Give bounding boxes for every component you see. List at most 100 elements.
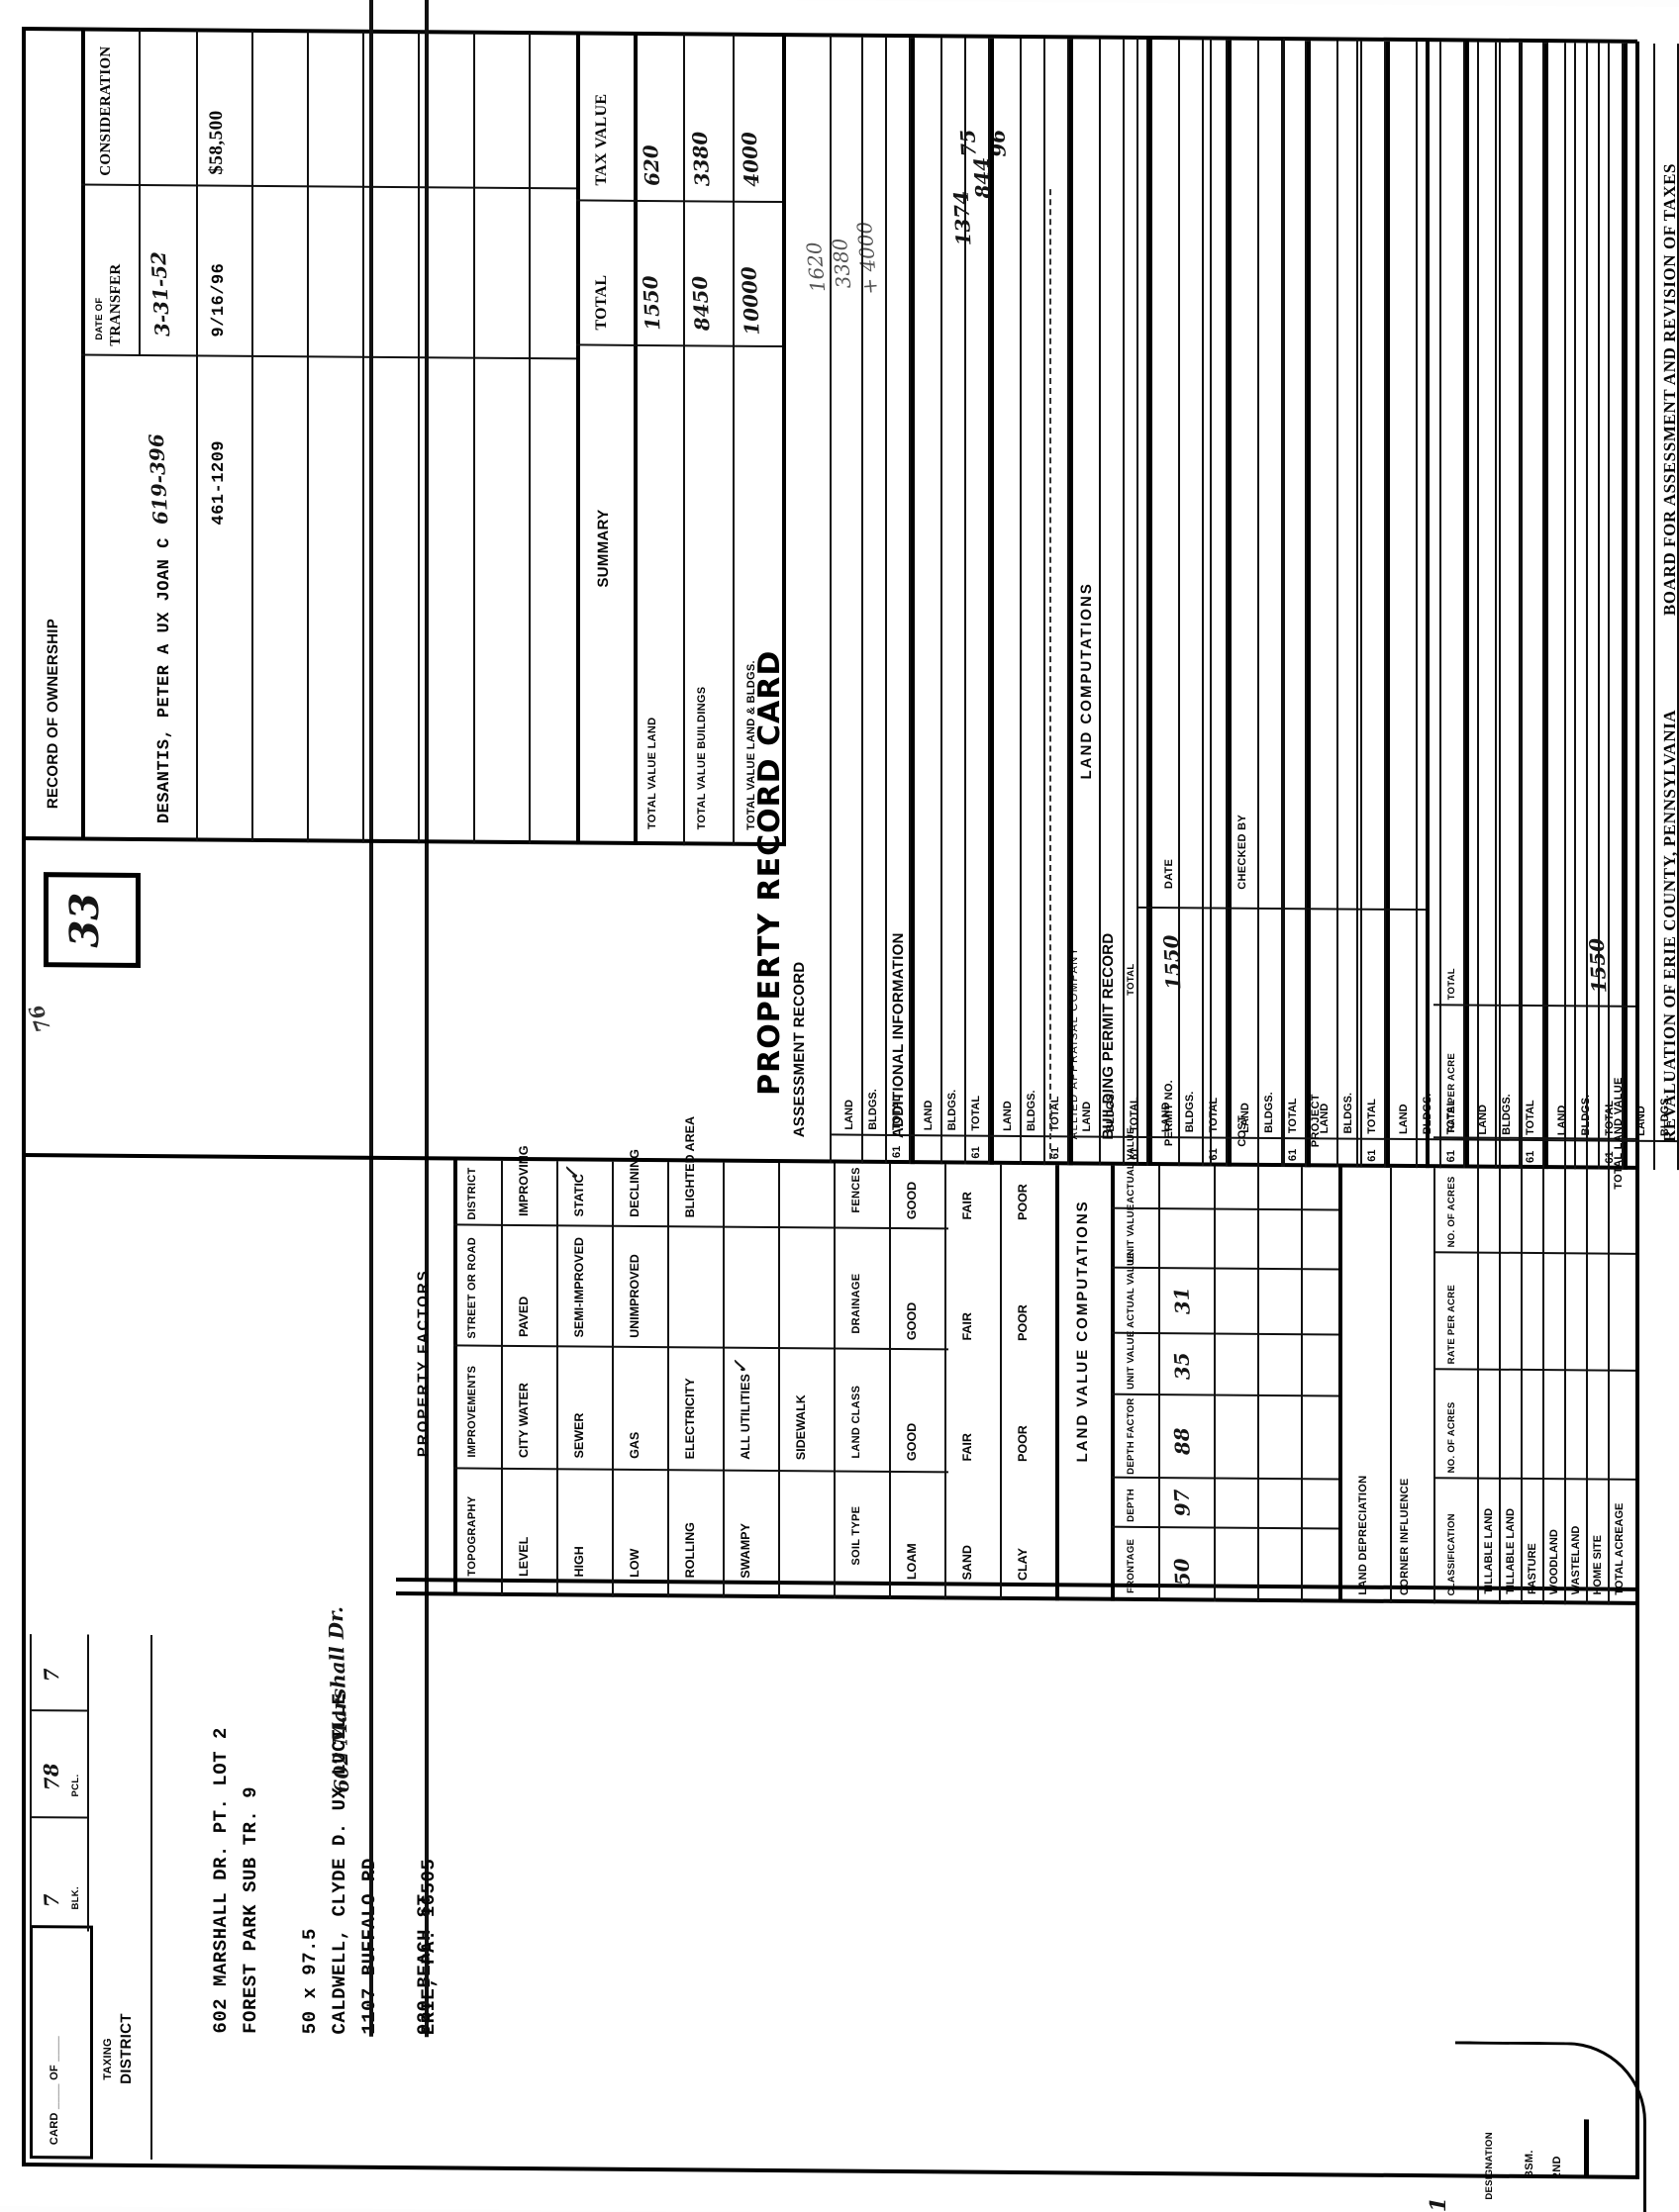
- summary-heading: SUMMARY: [595, 509, 612, 588]
- assessment-row-rule: [964, 37, 966, 1165]
- handwritten-new-address: 602 Marshall Dr.: [323, 1605, 354, 1793]
- pf-level: LEVEL: [517, 1536, 531, 1577]
- ownership-col-consid: [81, 182, 576, 189]
- blk-value: 78: [39, 1762, 64, 1791]
- assessment-row-label: LAND: [923, 1100, 935, 1130]
- lvc-r0-actual-value: 31: [1169, 1286, 1195, 1315]
- pf-improving: IMPROVING: [517, 1144, 531, 1216]
- hdr-blk-sep2: [30, 1708, 87, 1712]
- group-street-label: STREET OR ROAD: [466, 1236, 478, 1339]
- assessment-year-prefix: 61: [1287, 1148, 1299, 1161]
- corner-influence-rule: [1433, 1167, 1435, 1603]
- assessment-year-prefix: 61: [1366, 1148, 1378, 1162]
- pf-col-rule-3: [453, 1222, 948, 1229]
- lvc-vr-1: [1111, 1525, 1338, 1529]
- pf-item-rule-2: [612, 1161, 614, 1597]
- assessment-group-rule: [1148, 39, 1152, 1166]
- lc-col-rate-1: RATE PER ACRE: [1446, 1284, 1457, 1364]
- pf-fences-fair: FAIR: [960, 1191, 974, 1220]
- hdr-blk-sep1: [30, 1815, 87, 1819]
- card-title-banner: PROPERTY RECORD CARD: [752, 649, 787, 1096]
- ownership-row-rule-1: [196, 29, 198, 841]
- lvc-r0-depth: 97: [1169, 1488, 1195, 1517]
- assessment-record-heading: ASSESSMENT RECORD: [791, 960, 808, 1137]
- lvc-col-total: TOTAL: [1126, 962, 1136, 996]
- lvc-vr-6: [1111, 1206, 1338, 1210]
- assessment-group-rule: [1386, 41, 1390, 1168]
- assessment-row-label: LAND: [1081, 1101, 1093, 1132]
- assessment-group-rule: [990, 38, 994, 1165]
- pf-clay: CLAY: [1016, 1547, 1030, 1581]
- assessment-hw-3: 75: [955, 128, 981, 157]
- assessment-row-rule: [1202, 39, 1204, 1166]
- ownership-row-rule-5: [418, 31, 420, 843]
- assessment-row-label: BLDGS.: [867, 1088, 879, 1130]
- owner-old-address-2: 920 BEACH ST: [412, 0, 438, 2035]
- pf-paved: PAVED: [517, 1296, 531, 1337]
- assessment-year-prefix: 61: [1445, 1149, 1457, 1162]
- district-underline: [150, 1634, 152, 2160]
- lvc-col-depth-factor: DEPTH FACTOR: [1126, 1396, 1136, 1475]
- lvc-r0-unit-value: 35: [1169, 1351, 1195, 1381]
- assessment-row-rule: [1020, 38, 1022, 1165]
- margin-calc-2: 3380: [827, 237, 856, 289]
- summary-col-rule-1: [576, 342, 784, 347]
- assessment-row-label: BLDGS.: [1501, 1093, 1513, 1135]
- owner-row-1-date: 3-31-52: [146, 249, 175, 337]
- summary-row-0-label: TOTAL VALUE LAND: [646, 717, 658, 829]
- summary-row-2-total: 10000: [737, 265, 764, 336]
- assessment-row-label: LAND: [1002, 1100, 1014, 1131]
- assessment-row-rule: [1123, 39, 1125, 1166]
- land-dep-rule: [1390, 1167, 1392, 1603]
- summary-row-2-tax: 4000: [737, 131, 764, 187]
- assessment-row-rule: [1043, 38, 1045, 1165]
- pf-high: HIGH: [572, 1545, 586, 1577]
- summary-row-1-tax: 3380: [687, 130, 715, 187]
- lvc-row-rule-3: [1301, 1166, 1303, 1602]
- owner-row-2-deed: 461-1209: [210, 439, 229, 526]
- frame-left: [22, 2162, 1637, 2179]
- hdr-blk-top: [30, 1633, 32, 1931]
- pf-band2-bottom: [1055, 1164, 1059, 1600]
- owner-row-2-consideration: $58,500: [206, 109, 227, 175]
- pf-landclass-poor: POOR: [1016, 1424, 1030, 1462]
- card-of-box: [30, 1924, 93, 2160]
- assessment-row-label: TOTAL: [1366, 1098, 1378, 1134]
- assessment-row-rule: [1178, 39, 1180, 1166]
- map-value: 7: [39, 1892, 64, 1908]
- assessment-left-border: [22, 1152, 1635, 1170]
- lc-row-tillable-1: TILLABLE LAND: [1483, 1507, 1495, 1594]
- lc-row-wasteland: WASTELAND: [1570, 1525, 1582, 1594]
- pf-sidewalk: SIDEWALK: [794, 1394, 808, 1460]
- assessment-row-rule: [1439, 41, 1441, 1168]
- lvc-colhdr-rule: [1158, 1165, 1160, 1601]
- second-floor-label: 2ND: [1551, 2155, 1563, 2178]
- owner-city-state-zip: ERIE, PA. 16505: [418, 1858, 440, 2035]
- revaluation-footer: REVALUATION OF ERIE COUNTY, PENNSYLVANIA: [1660, 709, 1679, 1142]
- assessment-row-rule: [885, 37, 887, 1164]
- ownership-row-rule-4: [362, 31, 364, 843]
- lvc-r0-depth-factor: 88: [1169, 1426, 1195, 1456]
- assessment-row-label: LAND: [1635, 1105, 1647, 1136]
- assessment-row-label: TOTAL: [1287, 1097, 1299, 1133]
- assessment-row-label: TOTAL: [1525, 1099, 1536, 1135]
- lot-dimensions: 50 x 97.5: [299, 1927, 321, 2034]
- pcl-label: PCL.: [70, 1774, 81, 1796]
- pf-drainage-poor: POOR: [1016, 1303, 1030, 1341]
- lvc-vr-4: [1111, 1331, 1338, 1335]
- margin-note: 76: [23, 1001, 56, 1035]
- ownership-row-rule-7: [529, 32, 531, 844]
- total-land-value-label: TOTAL LAND VALUE: [1613, 1076, 1625, 1190]
- assessment-row-rule: [1574, 42, 1576, 1169]
- assessment-row-label: BLDGS.: [1184, 1091, 1196, 1132]
- pf-drainage-good: GOOD: [905, 1301, 919, 1340]
- assessment-row-rule: [1598, 43, 1600, 1170]
- bpr-bottom-rule: [1426, 39, 1430, 1168]
- lvc-col-depth: DEPTH: [1126, 1488, 1136, 1522]
- frame-top: [22, 28, 26, 2166]
- lvc-total-value: 1550: [1158, 933, 1186, 991]
- checked-by-label: CHECKED BY: [1236, 814, 1248, 890]
- group-land-class-label: LAND CLASS: [850, 1385, 862, 1459]
- pf-gas: GAS: [628, 1431, 642, 1459]
